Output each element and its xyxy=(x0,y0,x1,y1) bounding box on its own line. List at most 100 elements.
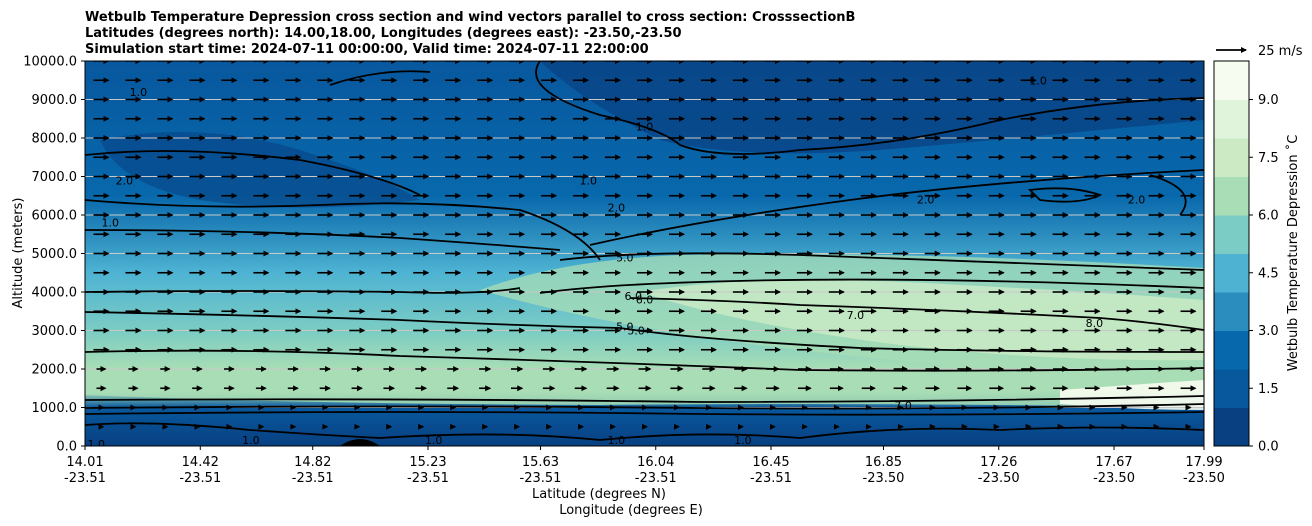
contour-fill-deep-minimum xyxy=(340,439,380,446)
chart-title-line-3: Simulation start time: 2024-07-11 00:00:… xyxy=(85,42,649,57)
y-tick-label: 9000.0 xyxy=(32,93,78,108)
colorbar-segment xyxy=(1214,369,1249,408)
x-tick-label-lon: -23.50 xyxy=(863,471,905,486)
x-tick-label-lat: 16.04 xyxy=(637,455,674,470)
colorbar-segment xyxy=(1214,215,1249,254)
quiver-key-label: 25 m/s xyxy=(1258,44,1303,59)
y-tick-label: 7000.0 xyxy=(32,170,78,185)
x-tick-label-lon: -23.51 xyxy=(64,471,106,486)
colorbar-label: Wetbulb Temperature Depression ˚C xyxy=(1285,135,1301,372)
colorbar: 0.0 1.5 3.0 4.5 6.0 7.5 9.0 xyxy=(1214,61,1279,455)
x-tick-label-lat: 14.82 xyxy=(294,455,331,470)
contour-label: 2.0 xyxy=(917,194,935,207)
x-tick-label-lon: -23.51 xyxy=(179,471,221,486)
contour-line xyxy=(85,411,1204,416)
contour-line xyxy=(85,150,421,196)
colorbar-segment xyxy=(1214,292,1249,331)
contour-label: 8.0 xyxy=(1086,317,1104,330)
colorbar-segment xyxy=(1214,99,1249,139)
y-axis: 0.0 1000.0 2000.0 3000.0 4000.0 5000.0 6000.0 7… xyxy=(23,55,85,455)
x-tick-label-lon: -23.51 xyxy=(407,471,449,486)
x-axis-label-latitude: Latitude (degrees N) xyxy=(532,487,666,502)
x-axis-label-longitude: Longitude (degrees E) xyxy=(559,503,703,518)
y-tick-label: 3000.0 xyxy=(32,324,78,339)
colorbar-segment xyxy=(1214,176,1249,216)
contour-label: 2.0 xyxy=(608,201,626,214)
colorbar-tick-label: 3.0 xyxy=(1258,324,1279,339)
colorbar-tick-label: 4.5 xyxy=(1258,266,1279,281)
contour-label: 5.0 xyxy=(627,325,645,338)
contour-label: 5.0 xyxy=(616,251,634,264)
contour-line xyxy=(329,70,431,86)
contour-label: 1.0 xyxy=(636,120,654,133)
colorbar-segment xyxy=(1214,330,1249,370)
x-tick-label-lat: 16.45 xyxy=(752,455,789,470)
colorbar-segment xyxy=(1214,61,1249,100)
x-tick-label-lat: 17.67 xyxy=(1095,455,1132,470)
contour-label: 1.0 xyxy=(242,434,260,447)
colorbar-tick-label: 7.5 xyxy=(1258,151,1279,166)
x-tick-label-lon: -23.51 xyxy=(520,471,562,486)
x-tick-label-lon: -23.50 xyxy=(1183,471,1225,486)
colorbar-segment xyxy=(1214,138,1249,177)
y-axis-label: Altitude (meters) xyxy=(11,198,26,309)
x-tick-label-lon: -23.50 xyxy=(978,471,1020,486)
contour-line xyxy=(85,229,561,251)
y-tick-label: 4000.0 xyxy=(32,286,78,301)
contour-label: 1.0 xyxy=(102,217,120,230)
colorbar-frame xyxy=(1213,60,1250,447)
x-tick-label-lat: 15.23 xyxy=(409,455,446,470)
y-tick-label: 8000.0 xyxy=(32,132,78,147)
contour-label: 7.0 xyxy=(847,309,865,322)
x-axis: 14.01-23.5114.42-23.5114.82-23.5115.23-2… xyxy=(64,446,1225,486)
contour-line xyxy=(85,422,1204,441)
contour-label: 2.0 xyxy=(1128,194,1146,207)
contour-line xyxy=(85,403,1204,410)
colorbar-tick-label: 6.0 xyxy=(1258,209,1279,224)
contour-label: 6.0 xyxy=(636,294,654,307)
contour-label: 1.0 xyxy=(734,434,752,447)
x-tick-label-lat: 16.85 xyxy=(865,455,902,470)
colorbar-tick-label: 0.0 xyxy=(1258,440,1279,455)
contour-label: 7.0 xyxy=(894,400,912,413)
contour-label: 2.0 xyxy=(116,174,134,187)
contour-line xyxy=(559,252,1204,271)
colorbar-segment xyxy=(1214,253,1249,293)
x-tick-label-lat: 14.01 xyxy=(66,455,103,470)
contour-line xyxy=(629,297,1204,331)
contour-label: 6.0 xyxy=(625,290,643,303)
x-tick-label-lon: -23.51 xyxy=(292,471,334,486)
contour-line xyxy=(85,395,1204,403)
contour-fill-core-tongue xyxy=(640,279,1204,361)
y-tick-label: 0.0 xyxy=(56,440,77,455)
colorbar-tick-label: 9.0 xyxy=(1258,93,1279,108)
contour-label: 1.0 xyxy=(425,434,443,447)
y-tick-label: 2000.0 xyxy=(32,363,78,378)
x-tick-label-lon: -23.51 xyxy=(635,471,677,486)
contour-label: 1.0 xyxy=(130,86,148,99)
x-tick-label-lat: 14.42 xyxy=(182,455,219,470)
contour-labels: 1.0 1.0 1.0 1.0 1.0 2.0 2.0 2.0 2.0 5.0 6.06.0 7.0 8… xyxy=(87,74,1146,451)
contour-line xyxy=(85,199,601,261)
x-tick-label-lat: 17.26 xyxy=(980,455,1017,470)
y-tick-label: 10000.0 xyxy=(23,55,77,70)
contour-label: 1.0 xyxy=(87,438,105,451)
y-tick-label: 5000.0 xyxy=(32,247,78,262)
wind-vectors xyxy=(93,61,1197,430)
x-tick-label-lat: 17.99 xyxy=(1185,455,1222,470)
x-tick-label-lat: 15.63 xyxy=(522,455,559,470)
contour-label: 1.0 xyxy=(608,434,626,447)
colorbar-segment xyxy=(1214,407,1249,447)
contour-label: 5.0 xyxy=(616,321,634,334)
contour-fill-dry-upper-right xyxy=(540,61,1204,154)
x-tick-label-lon: -23.50 xyxy=(1093,471,1135,486)
plot-area: 1.0 1.0 1.0 1.0 1.0 2.0 2.0 2.0 2.0 5.0 6.06.0 7.0 8… xyxy=(85,61,1204,451)
y-tick-label: 1000.0 xyxy=(32,401,78,416)
contour-label: 1.0 xyxy=(1029,74,1047,87)
contour-line xyxy=(539,278,1204,294)
contour-line xyxy=(535,61,1204,155)
y-tick-label: 6000.0 xyxy=(32,209,78,224)
chart-title-line-1: Wetbulb Temperature Depression cross sec… xyxy=(85,10,855,25)
chart-title-line-2: Latitudes (degrees north): 14.00,18.00, … xyxy=(85,26,682,41)
